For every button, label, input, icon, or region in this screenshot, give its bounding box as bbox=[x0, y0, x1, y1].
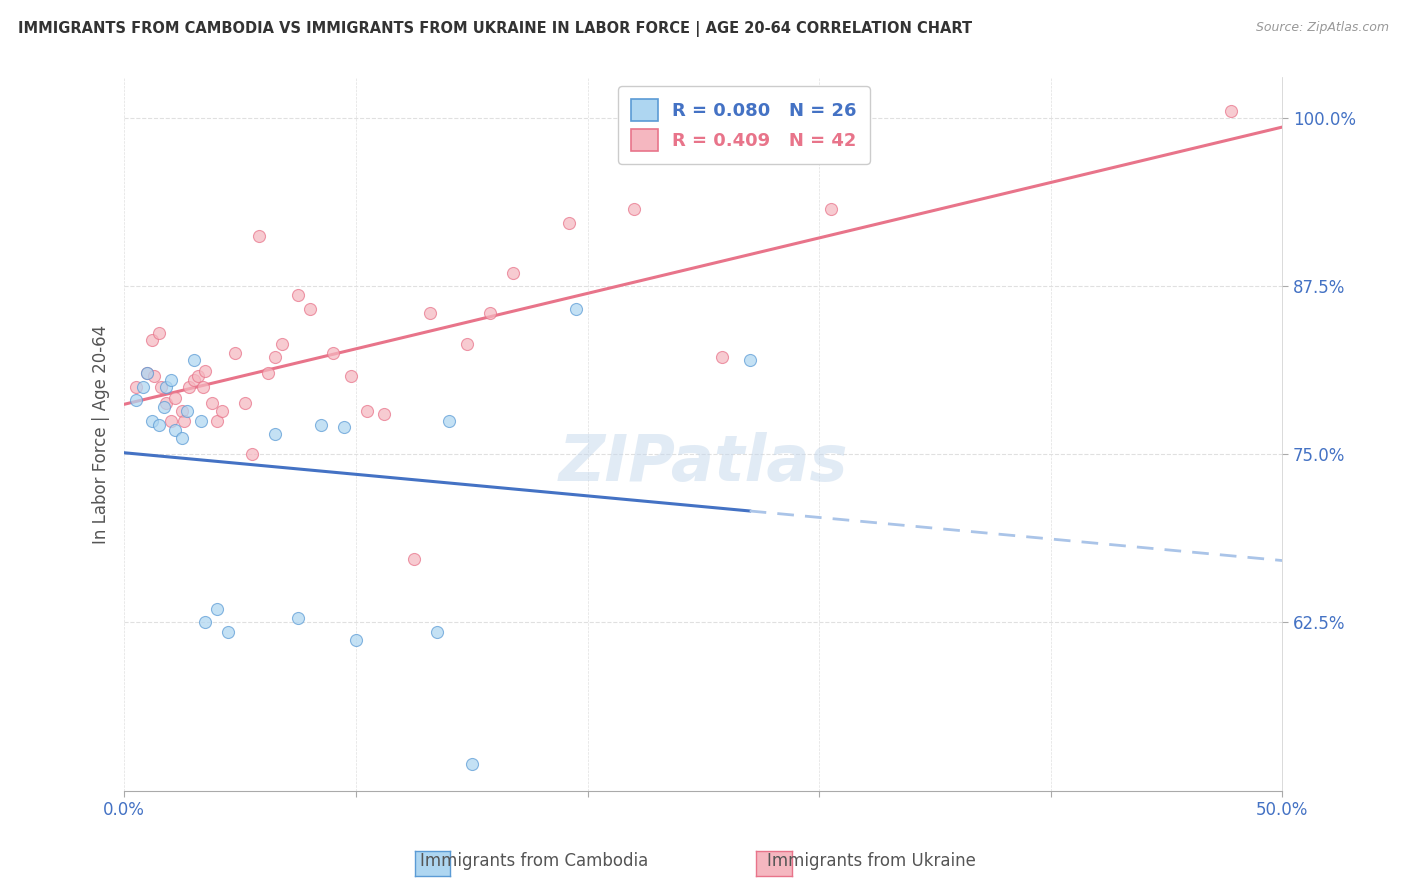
Point bbox=[155, 380, 177, 394]
Text: Immigrants from Ukraine: Immigrants from Ukraine bbox=[768, 852, 976, 870]
Point bbox=[479, 306, 502, 320]
Point bbox=[201, 396, 224, 410]
Point bbox=[240, 447, 263, 461]
Point bbox=[148, 417, 170, 432]
Point bbox=[340, 369, 363, 384]
Point bbox=[217, 624, 239, 639]
Point bbox=[558, 216, 581, 230]
Point bbox=[256, 367, 278, 381]
Point bbox=[437, 413, 460, 427]
Point bbox=[159, 413, 181, 427]
Point bbox=[150, 380, 173, 394]
Point bbox=[205, 413, 228, 427]
Point bbox=[309, 417, 332, 432]
Point bbox=[141, 413, 163, 427]
Legend: R = 0.080   N = 26, R = 0.409   N = 42: R = 0.080 N = 26, R = 0.409 N = 42 bbox=[619, 87, 869, 164]
Point bbox=[298, 301, 321, 316]
Point bbox=[1220, 104, 1243, 119]
Point bbox=[143, 369, 166, 384]
Point bbox=[322, 346, 344, 360]
Point bbox=[247, 229, 270, 244]
Point bbox=[270, 337, 292, 351]
Point bbox=[419, 306, 441, 320]
Point bbox=[152, 400, 174, 414]
Point bbox=[165, 423, 187, 437]
Point bbox=[148, 326, 170, 340]
Point bbox=[287, 288, 309, 302]
Point bbox=[402, 552, 425, 566]
Point bbox=[125, 380, 148, 394]
Point bbox=[820, 202, 842, 217]
Point bbox=[502, 266, 524, 280]
Point bbox=[211, 404, 233, 418]
Point bbox=[356, 404, 378, 418]
Point bbox=[233, 396, 256, 410]
Point bbox=[263, 351, 285, 365]
Point bbox=[456, 337, 478, 351]
Point bbox=[426, 624, 449, 639]
Point bbox=[623, 202, 645, 217]
Point bbox=[191, 380, 214, 394]
Text: ZIPatlas: ZIPatlas bbox=[558, 432, 848, 493]
Point bbox=[263, 427, 285, 442]
Point bbox=[159, 373, 181, 387]
Point bbox=[344, 632, 367, 647]
Point bbox=[176, 404, 198, 418]
Point bbox=[460, 756, 482, 771]
Point bbox=[187, 369, 209, 384]
Point bbox=[173, 413, 195, 427]
Point bbox=[172, 404, 194, 418]
Text: IMMIGRANTS FROM CAMBODIA VS IMMIGRANTS FROM UKRAINE IN LABOR FORCE | AGE 20-64 C: IMMIGRANTS FROM CAMBODIA VS IMMIGRANTS F… bbox=[18, 21, 973, 37]
Point bbox=[190, 413, 212, 427]
Point bbox=[165, 391, 187, 405]
Point bbox=[194, 364, 217, 378]
Point bbox=[136, 367, 159, 381]
Point bbox=[136, 367, 159, 381]
Text: Immigrants from Cambodia: Immigrants from Cambodia bbox=[420, 852, 648, 870]
Point bbox=[172, 431, 194, 445]
Point bbox=[177, 380, 200, 394]
Point bbox=[287, 611, 309, 625]
Point bbox=[710, 351, 733, 365]
Point bbox=[132, 380, 155, 394]
Point bbox=[183, 353, 205, 368]
Point bbox=[125, 393, 148, 408]
Point bbox=[738, 353, 761, 368]
Point bbox=[373, 407, 395, 421]
Point bbox=[205, 602, 228, 616]
Point bbox=[565, 301, 588, 316]
Y-axis label: In Labor Force | Age 20-64: In Labor Force | Age 20-64 bbox=[93, 325, 110, 543]
Point bbox=[224, 346, 246, 360]
Point bbox=[333, 420, 356, 434]
Point bbox=[155, 396, 177, 410]
Text: Source: ZipAtlas.com: Source: ZipAtlas.com bbox=[1256, 21, 1389, 34]
Point bbox=[141, 333, 163, 347]
Point bbox=[183, 373, 205, 387]
Point bbox=[194, 615, 217, 630]
